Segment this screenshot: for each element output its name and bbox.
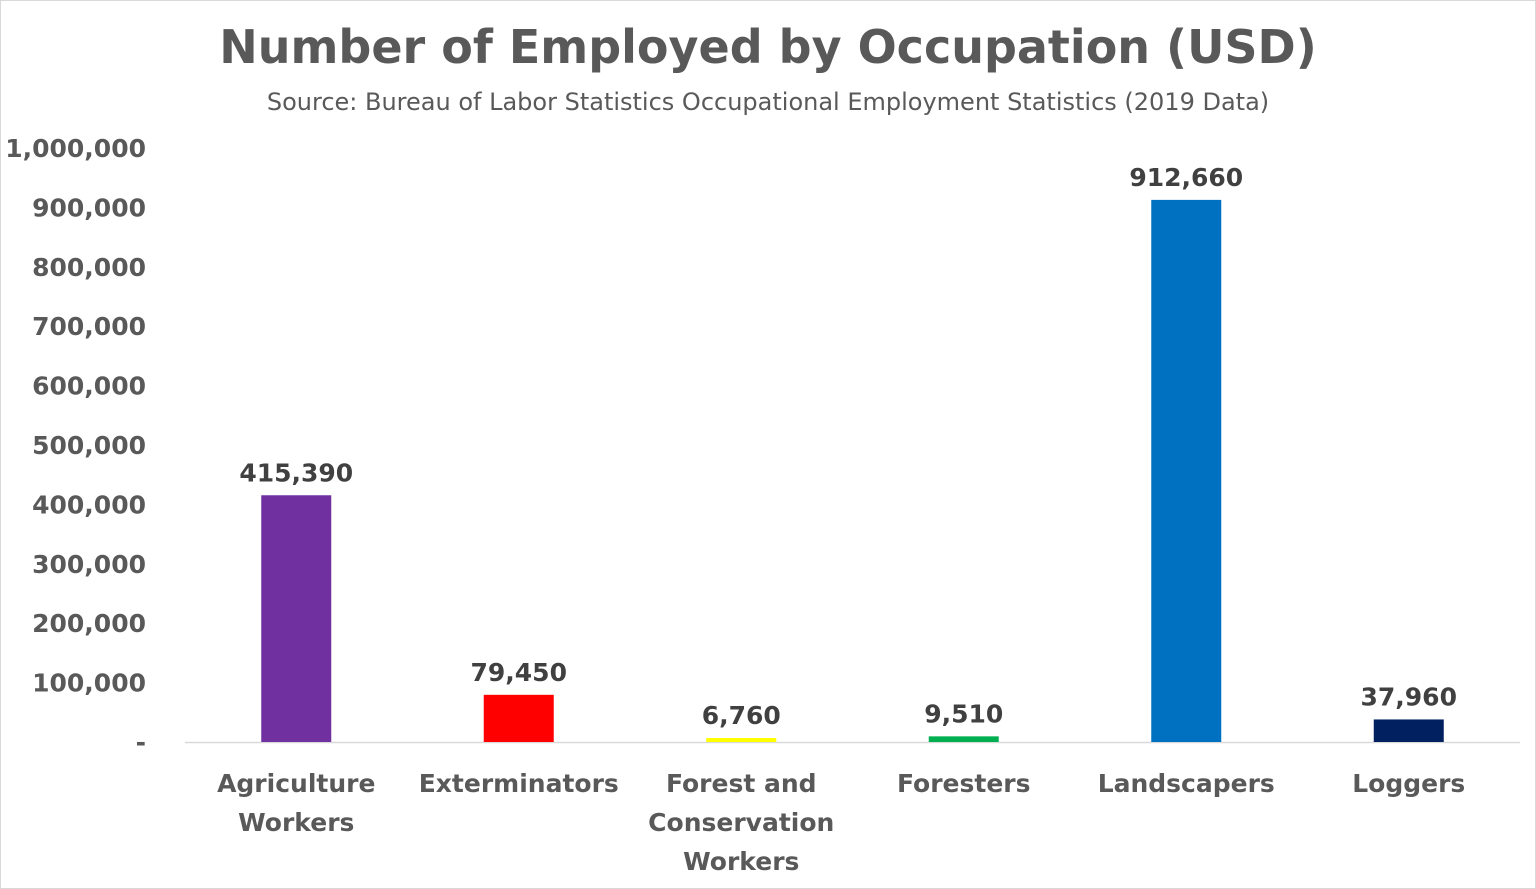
data-label: 912,660: [1129, 163, 1243, 192]
bar-3: [928, 736, 999, 742]
y-tick-label: 600,000: [32, 372, 146, 401]
y-tick-label: 1,000,000: [5, 134, 146, 163]
bar-0: [261, 495, 332, 742]
x-category-label: Landscapers: [1098, 769, 1275, 798]
y-tick-label: 300,000: [32, 550, 146, 579]
y-tick-label: 700,000: [32, 312, 146, 341]
bar-4: [1151, 199, 1222, 743]
data-label: 415,390: [239, 458, 353, 487]
chart-subtitle: Source: Bureau of Labor Statistics Occup…: [266, 88, 1270, 116]
data-label: 37,960: [1361, 682, 1457, 711]
x-category-label: Loggers: [1352, 769, 1465, 798]
y-tick-label: -: [136, 728, 146, 757]
y-tick-label: 500,000: [32, 431, 146, 460]
data-label: 9,510: [924, 699, 1003, 728]
y-tick-label: 800,000: [32, 253, 146, 282]
x-category-label: Exterminators: [419, 769, 619, 798]
y-tick-label: 400,000: [32, 490, 146, 519]
y-tick-label: 900,000: [32, 193, 146, 222]
x-category-label: Workers: [683, 847, 799, 876]
bar-1: [483, 694, 554, 742]
y-tick-label: 200,000: [32, 609, 146, 638]
data-label: 79,450: [471, 658, 567, 687]
x-category-label: Conservation: [648, 808, 834, 837]
y-tick-label: 100,000: [32, 669, 146, 698]
x-category-label: Agriculture: [217, 769, 375, 798]
x-category-label: Foresters: [897, 769, 1031, 798]
x-category-label: Workers: [238, 808, 354, 837]
bar-5: [1373, 719, 1444, 742]
bar-2: [706, 737, 777, 742]
chart-title: Number of Employed by Occupation (USD): [219, 20, 1317, 74]
data-label: 6,760: [702, 701, 781, 730]
x-category-label: Forest and: [666, 769, 817, 798]
